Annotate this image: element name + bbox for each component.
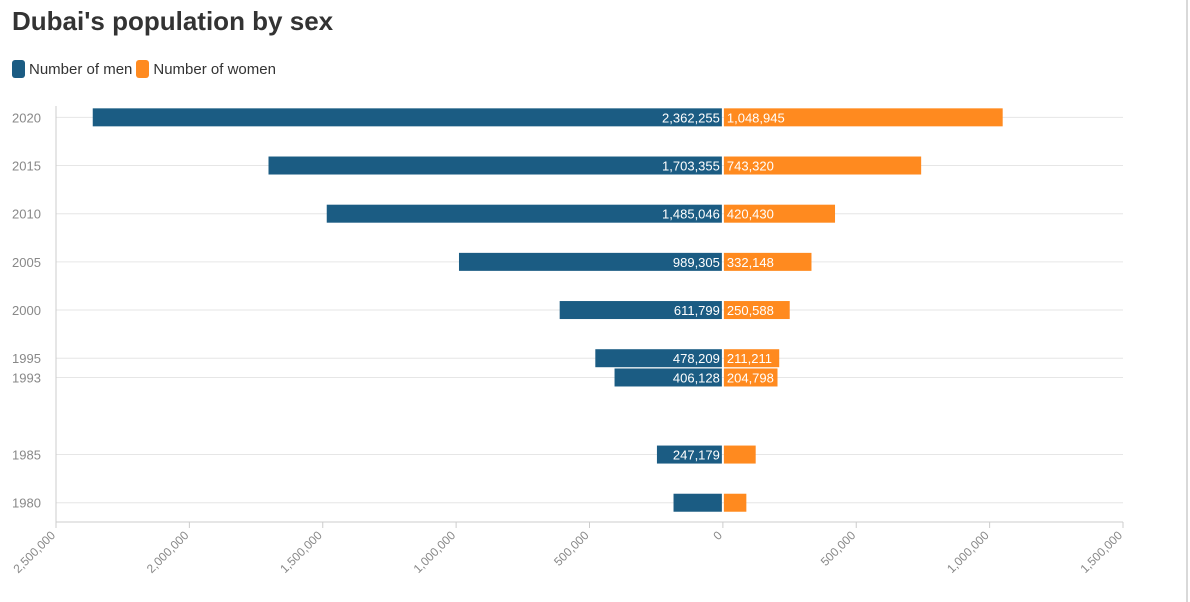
bar-men <box>614 368 722 387</box>
x-tick-label: 2,000,000 <box>144 528 192 576</box>
legend-label-women: Number of women <box>153 60 276 78</box>
bar-women <box>723 108 1003 127</box>
data-label-men: 611,799 <box>674 303 720 318</box>
x-tick-label: 1,000,000 <box>944 528 992 576</box>
bar-women <box>723 368 778 387</box>
bar-men <box>559 301 722 320</box>
bar-women <box>723 252 812 271</box>
data-label-men: 406,128 <box>673 370 720 385</box>
bar-women <box>723 204 836 223</box>
legend-item-women[interactable]: Number of women <box>136 60 276 78</box>
y-tick-label: 1985 <box>12 448 41 463</box>
y-tick-label: 2020 <box>12 110 41 125</box>
bar-men <box>458 252 722 271</box>
bar-men <box>595 349 722 368</box>
legend-swatch-women <box>136 60 150 78</box>
data-label-men: 1,703,355 <box>662 159 720 174</box>
data-label-men: 1,485,046 <box>662 207 720 222</box>
y-tick-label: 1980 <box>12 496 41 511</box>
data-label-women: 332,148 <box>727 255 774 270</box>
y-tick-label: 1995 <box>12 351 41 366</box>
y-tick-label: 2005 <box>12 255 41 270</box>
data-label-women: 743,320 <box>727 159 774 174</box>
x-tick-label: 500,000 <box>818 528 859 569</box>
bar-women <box>723 445 756 464</box>
legend-label-men: Number of men <box>29 60 133 78</box>
data-label-men: 247,179 <box>673 448 720 463</box>
bar-men <box>268 156 722 175</box>
x-tick-label: 1,500,000 <box>1077 528 1125 576</box>
data-label-women: 1,048,945 <box>727 110 785 125</box>
x-tick-label: 500,000 <box>551 528 592 569</box>
bar-men <box>92 108 722 127</box>
scrollbar-edge <box>1186 0 1188 602</box>
legend-swatch-men <box>12 60 25 78</box>
bar-men <box>326 204 722 223</box>
data-label-women: 420,430 <box>727 207 774 222</box>
legend-item-men[interactable]: Number of men <box>12 60 132 78</box>
bar-women <box>723 493 747 512</box>
bar-men <box>673 493 722 512</box>
bar-women <box>723 156 922 175</box>
bar-men <box>656 445 722 464</box>
y-tick-label: 2010 <box>12 207 41 222</box>
x-tick-label: 1,000,000 <box>411 528 459 576</box>
data-label-men: 989,305 <box>673 255 720 270</box>
data-label-women: 204,798 <box>727 370 774 385</box>
data-label-men: 2,362,255 <box>662 110 720 125</box>
x-tick-label: 1,500,000 <box>277 528 325 576</box>
data-label-women: 211,211 <box>727 351 772 366</box>
bar-women <box>723 301 790 320</box>
chart-title: Dubai's population by sex <box>12 6 334 36</box>
data-label-men: 478,209 <box>673 351 720 366</box>
legend: Number of men Number of women <box>12 60 280 78</box>
bar-women <box>723 349 780 368</box>
y-tick-label: 2000 <box>12 303 41 318</box>
y-tick-label: 2015 <box>12 159 41 174</box>
data-label-women: 250,588 <box>727 303 774 318</box>
x-tick-label: 0 <box>710 528 725 543</box>
y-tick-label: 1993 <box>12 370 41 385</box>
x-tick-label: 2,500,000 <box>10 528 58 576</box>
